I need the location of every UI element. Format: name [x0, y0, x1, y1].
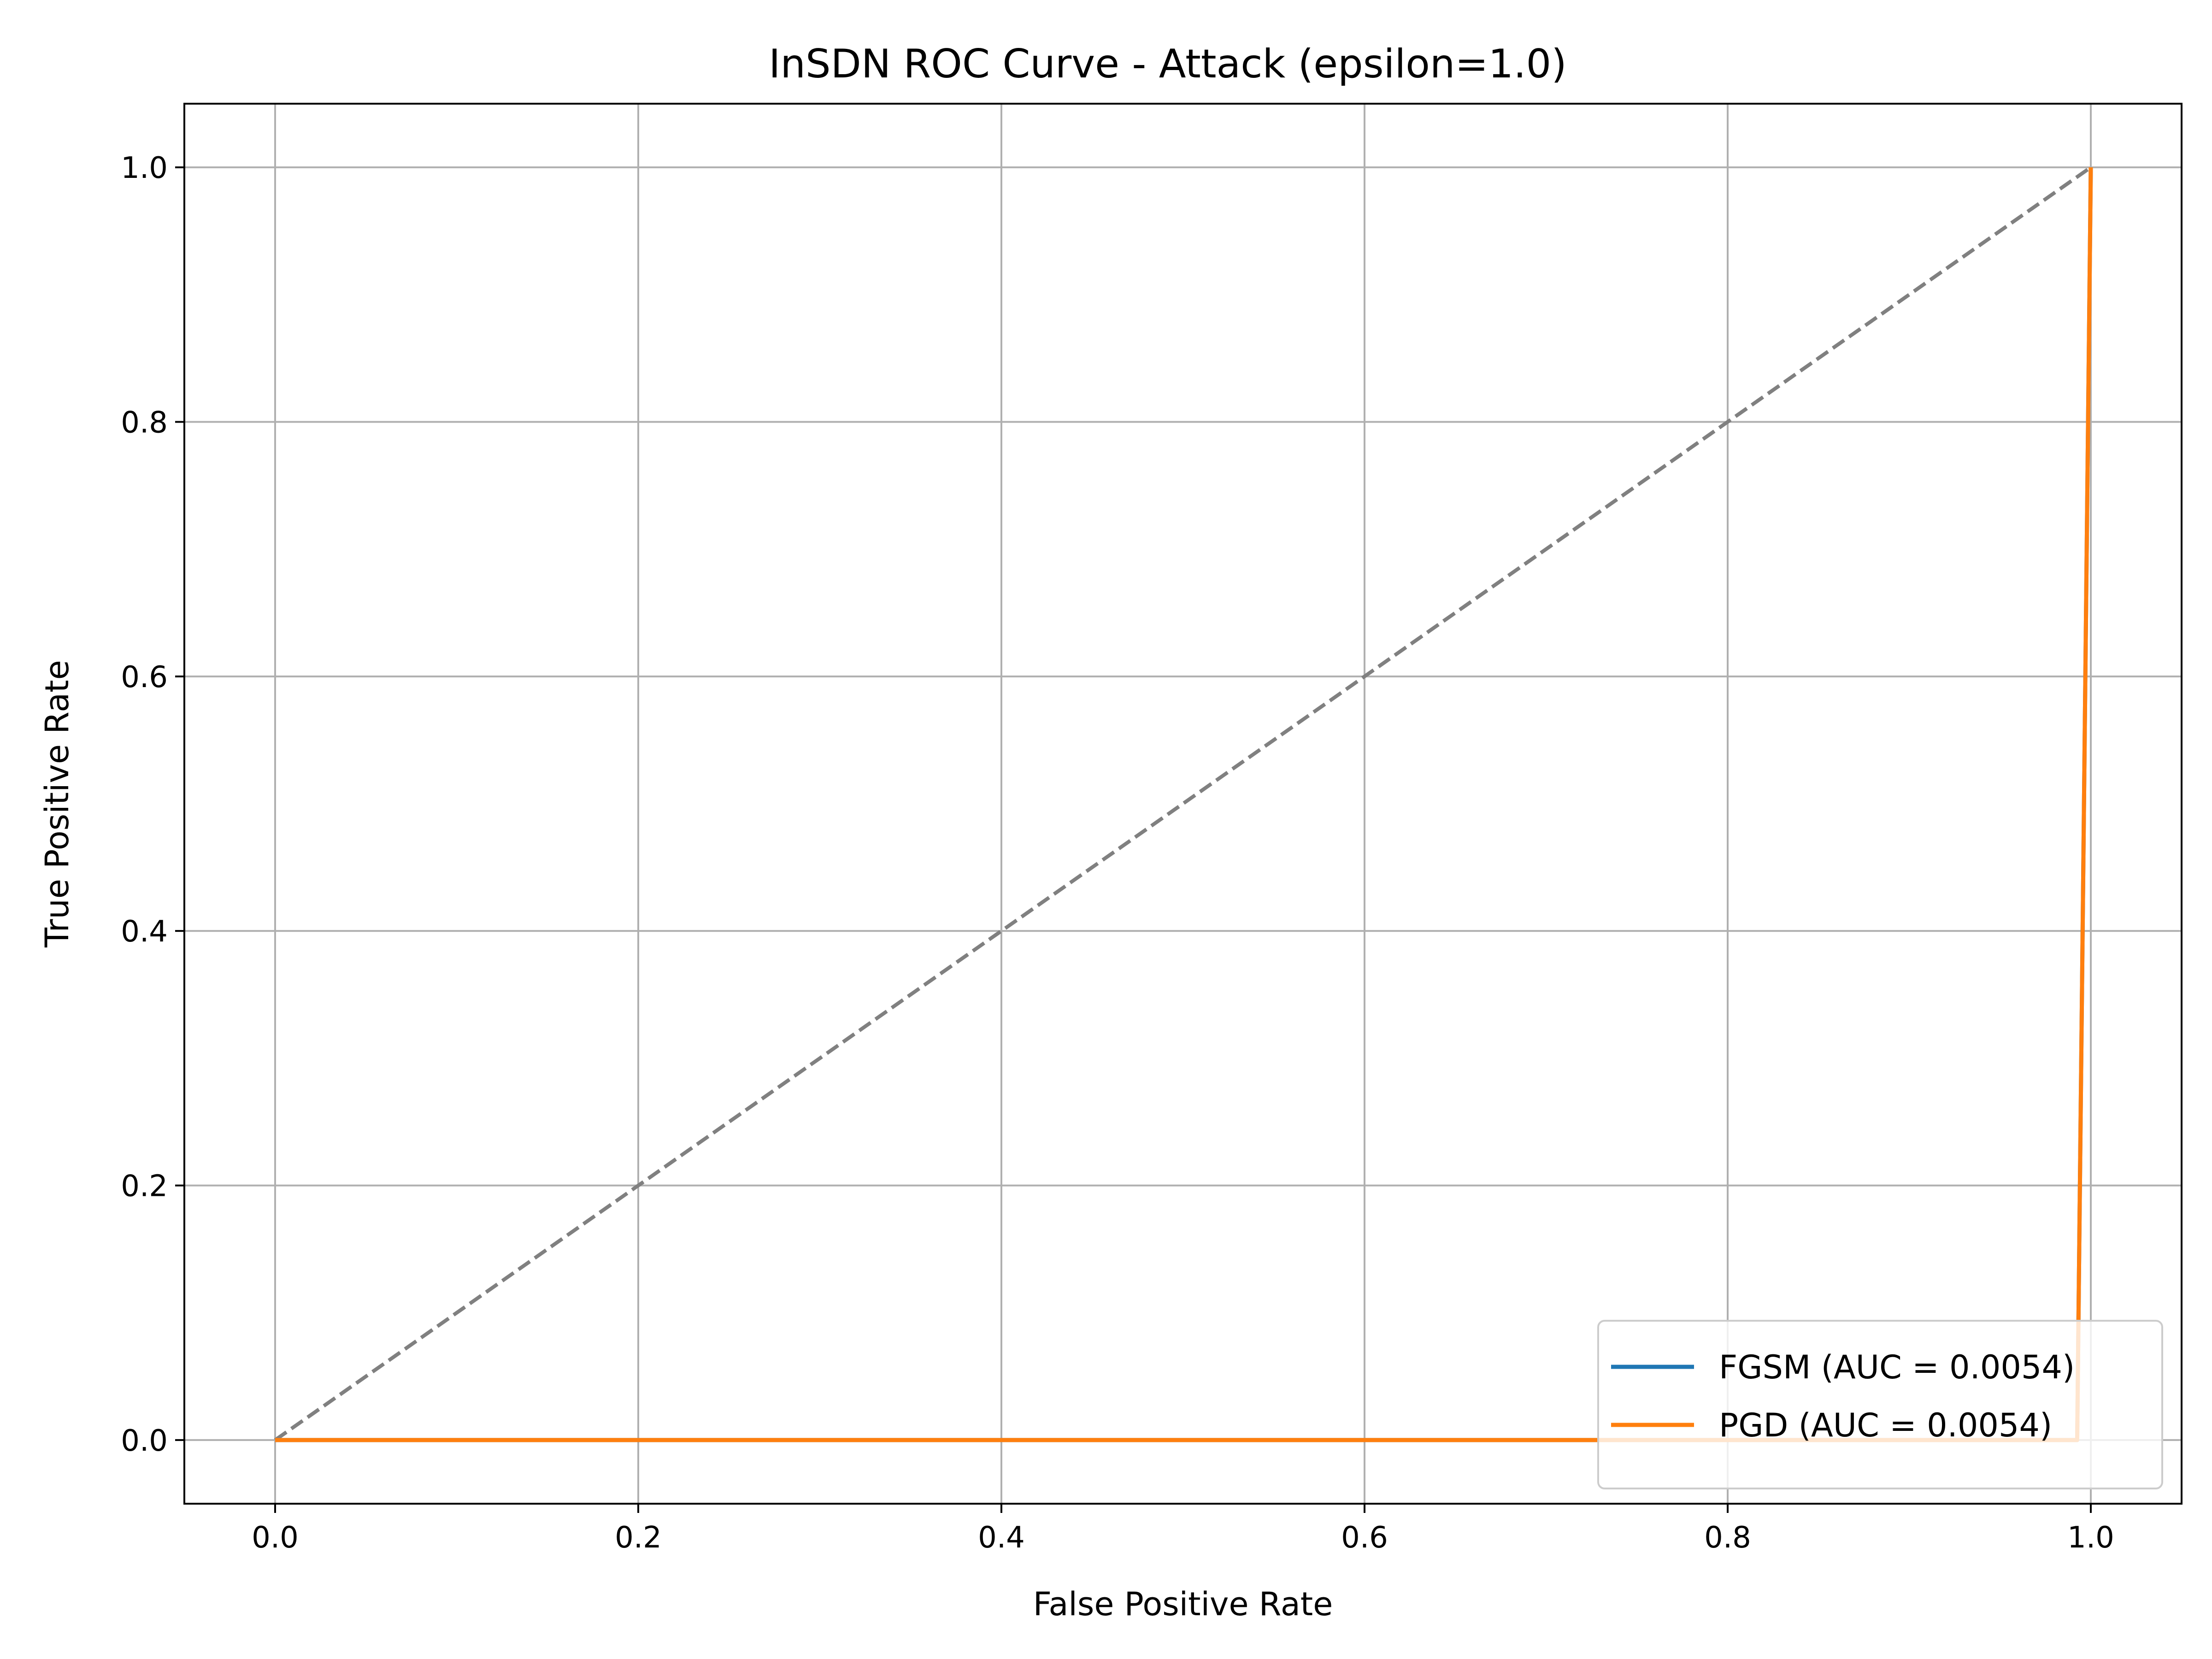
y-tick-label: 0.6 — [121, 660, 168, 694]
legend: FGSM (AUC = 0.0054) PGD (AUC = 0.0054) — [1597, 1320, 2163, 1489]
legend-box — [1597, 1320, 2163, 1489]
x-axis-label: False Positive Rate — [1033, 1585, 1333, 1623]
x-axis-ticks: 0.0 0.2 0.4 0.6 0.8 1.0 — [252, 1504, 2114, 1555]
x-tick-label: 0.6 — [1341, 1521, 1388, 1555]
y-axis-label: True Positive Rate — [38, 660, 76, 948]
chart-title: InSDN ROC Curve - Attack (epsilon=1.0) — [769, 41, 1567, 87]
x-tick-label: 1.0 — [2067, 1521, 2114, 1555]
y-tick-label: 0.2 — [121, 1170, 168, 1204]
grid — [184, 104, 2182, 1504]
reference-diagonal — [274, 165, 2092, 1442]
x-tick-label: 0.0 — [252, 1521, 299, 1555]
y-axis-ticks: 0.0 0.2 0.4 0.6 0.8 1.0 — [121, 151, 184, 1458]
y-tick-label: 0.0 — [121, 1424, 168, 1458]
chance-line — [274, 165, 2092, 1442]
legend-label: PGD (AUC = 0.0054) — [1719, 1406, 2052, 1444]
y-tick-label: 0.4 — [121, 915, 168, 949]
x-tick-label: 0.4 — [978, 1521, 1025, 1555]
y-tick-label: 0.8 — [121, 406, 168, 440]
y-tick-label: 1.0 — [121, 151, 168, 185]
x-tick-label: 0.8 — [1704, 1521, 1751, 1555]
plot-frame — [183, 103, 2183, 1505]
legend-label: FGSM (AUC = 0.0054) — [1719, 1348, 2075, 1386]
x-tick-label: 0.2 — [615, 1521, 662, 1555]
